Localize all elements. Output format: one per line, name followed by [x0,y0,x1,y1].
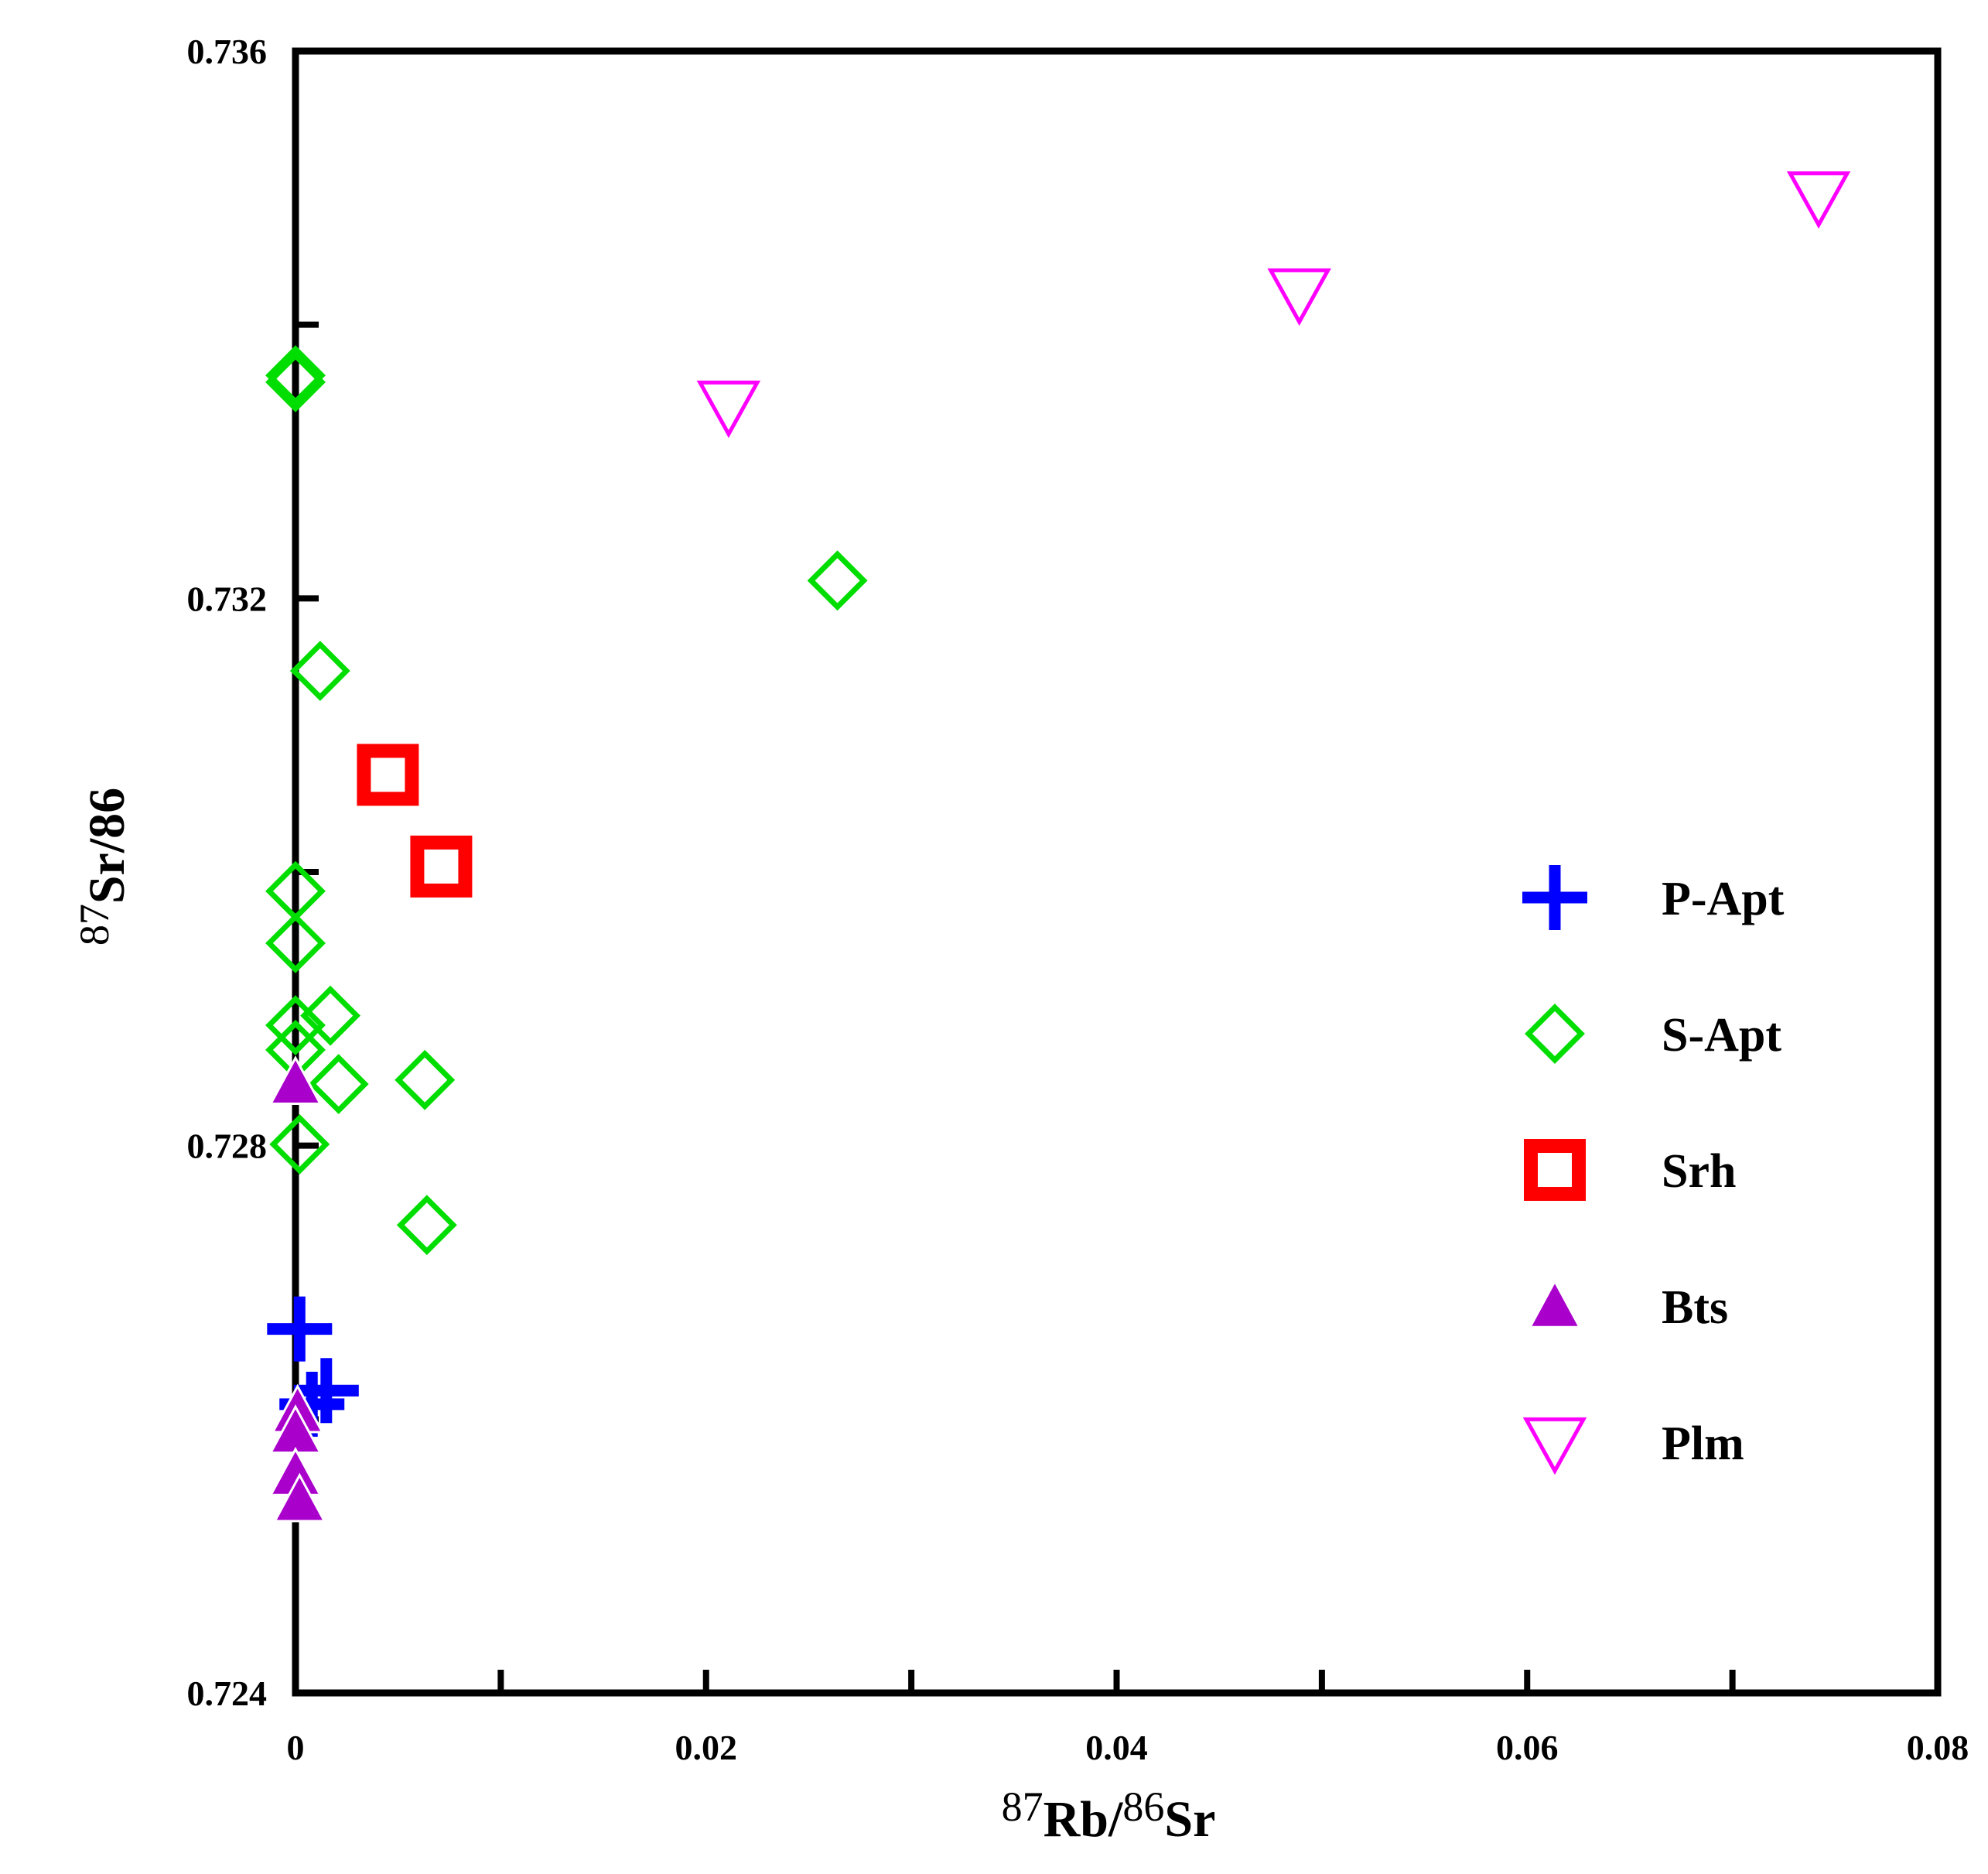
legend-item-s-apt: S-Apt [1525,1004,1781,1064]
point-bts-4 [272,1472,326,1523]
legend-label-bts: Bts [1662,1281,1728,1334]
x-axis-title-sup1: 87 [1002,1783,1044,1830]
legend-label-plm: Plm [1662,1417,1744,1470]
point-srh-0 [357,744,419,806]
point-s-apt-12 [396,1195,457,1256]
point-srh-1 [410,835,473,898]
legend-marker-plm [1522,1417,1587,1476]
legend-item-srh: Srh [1524,1139,1736,1201]
x-axis-title-base1: Rb/ [1044,1791,1124,1848]
y-tick-label-3: 0.736 [187,32,268,71]
y-tick-label-1: 0.728 [187,1127,268,1166]
x-axis-title: 87Rb/86Sr [1002,1783,1216,1848]
x-tick-label-0: 0 [287,1728,305,1767]
point-p-apt-0 [267,1296,333,1362]
x-axis-title-base2: Sr [1164,1791,1215,1848]
point-plm-0 [696,380,761,439]
legend-marker-srh [1524,1139,1586,1201]
x-tick-label-1: 0.02 [675,1728,738,1767]
point-s-apt-2 [807,550,868,611]
data-markers [265,171,1851,1523]
point-bts-0 [268,1055,323,1106]
point-s-apt-7 [265,995,326,1055]
x-tick-label-3: 0.06 [1496,1728,1559,1767]
point-s-apt-5 [265,913,326,973]
legend-item-p-apt: P-Apt [1522,865,1785,930]
y-tick-label-0: 0.724 [187,1674,268,1713]
legend-marker-bts [1528,1278,1582,1329]
x-axis-title-sup2: 86 [1122,1783,1164,1830]
series-s-apt [265,345,868,1256]
y-axis-title: 87Sr/86 [71,788,135,946]
legend-marker-s-apt [1525,1004,1585,1064]
point-s-apt-11 [269,1113,330,1175]
point-s-apt-10 [308,1054,369,1115]
point-s-apt-6 [300,985,361,1046]
y-axis-title-base1: Sr/86 [79,788,135,904]
point-s-apt-9 [395,1049,456,1110]
series-p-apt [267,1296,359,1437]
legend: P-Apt S-Apt Srh Bts Plm [1522,865,1785,1476]
series-srh [357,744,473,898]
point-s-apt-0 [265,345,326,406]
legend-item-bts: Bts [1528,1278,1728,1334]
series-plm [696,171,1851,439]
series-bts [268,1055,326,1523]
point-s-apt-3 [289,641,350,702]
legend-label-p-apt: P-Apt [1662,873,1785,925]
legend-marker-p-apt [1522,865,1587,930]
x-tick-label-2: 0.04 [1085,1728,1148,1767]
y-axis-title-sup1: 87 [71,904,118,946]
point-p-apt-1 [293,1358,359,1424]
point-s-apt-1 [265,351,326,412]
legend-label-srh: Srh [1662,1145,1736,1198]
y-tick-label-2: 0.732 [187,579,268,618]
legend-item-plm: Plm [1522,1417,1744,1476]
point-plm-2 [1786,171,1851,229]
x-tick-label-4: 0.08 [1907,1728,1969,1767]
axis-tick-labels: 0 0.02 0.04 0.06 0.08 0.724 0.728 0.732 0.736 [187,32,1969,1767]
point-plm-1 [1267,268,1331,327]
legend-label-s-apt: S-Apt [1662,1009,1781,1062]
